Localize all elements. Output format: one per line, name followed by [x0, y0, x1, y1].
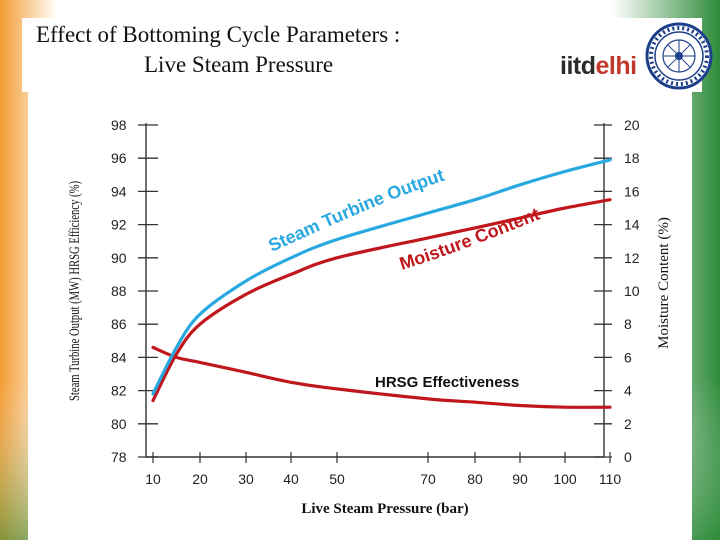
iit-delhi-seal-icon	[645, 22, 713, 90]
series-lines	[151, 158, 612, 409]
y-left-axis-title: Steam Turbine Output (MW) HRSG Efficienc…	[67, 181, 83, 401]
moisture-content-line	[151, 198, 612, 403]
x-tick-label: 70	[420, 471, 436, 487]
brand-wordmark-part2: elhi	[595, 52, 638, 80]
axis-ticks: 78 80 82 84 86 88 90 92 94 96 98 0 2 4 6 8 10 12 14 16 18 20 1…	[111, 117, 640, 487]
y-left-tick-label: 94	[111, 183, 127, 199]
y-left-tick-label: 82	[111, 383, 127, 399]
y-left-tick-label: 80	[111, 416, 127, 432]
x-tick-label: 50	[329, 471, 345, 487]
axis-frame	[145, 123, 605, 458]
x-tick-label: 10	[145, 471, 161, 487]
y-left-tick-label: 92	[111, 217, 127, 233]
chart-labels: Live Steam Pressure (bar) Steam Turbine O…	[67, 165, 672, 517]
x-tick-label: 80	[467, 471, 483, 487]
brand-wordmark-part1: iitd	[560, 52, 596, 80]
y-right-tick-label: 20	[624, 117, 640, 133]
y-left-tick-label: 88	[111, 283, 127, 299]
y-left-tick-label: 96	[111, 150, 127, 166]
y-left-tick-label: 78	[111, 449, 127, 465]
y-left-tick-label: 90	[111, 250, 127, 266]
slide-title-line1: Effect of Bottoming Cycle Parameters :	[36, 22, 401, 47]
steam-turbine-output-label: Steam Turbine Output	[265, 165, 446, 256]
brand-wordmark: iitdelhi	[560, 52, 637, 81]
x-axis-title: Live Steam Pressure (bar)	[301, 501, 468, 517]
y-right-axis-title: Moisture Content (%)	[656, 217, 672, 349]
x-tick-label: 90	[512, 471, 528, 487]
x-tick-label: 40	[283, 471, 299, 487]
x-tick-label: 30	[238, 471, 254, 487]
y-left-tick-label: 98	[111, 117, 127, 133]
x-tick-label: 100	[553, 471, 577, 487]
slide-header: Effect of Bottoming Cycle Parameters : L…	[22, 18, 713, 92]
steam-turbine-output-line	[151, 158, 612, 396]
y-right-tick-label: 6	[624, 349, 632, 365]
y-right-tick-label: 16	[624, 183, 640, 199]
hrsg-effectiveness-label: HRSG Effectiveness	[375, 374, 519, 391]
steam-turbine-output-label-path: Steam Turbine Output	[265, 165, 446, 256]
x-tick-label: 20	[192, 471, 208, 487]
y-right-tick-label: 10	[624, 283, 640, 299]
y-left-tick-label: 84	[111, 349, 127, 365]
slide-title-line2: Live Steam Pressure	[144, 52, 334, 77]
y-right-tick-label: 2	[624, 416, 632, 432]
y-right-tick-label: 4	[624, 383, 632, 399]
y-left-tick-label: 86	[111, 316, 127, 332]
y-right-tick-label: 18	[624, 150, 640, 166]
hrsg-effectiveness-line	[151, 345, 612, 409]
y-right-tick-label: 8	[624, 316, 632, 332]
y-right-tick-label: 14	[624, 217, 640, 233]
y-right-tick-label: 0	[624, 449, 632, 465]
slide-title: Effect of Bottoming Cycle Parameters : L…	[36, 20, 536, 80]
x-tick-label: 110	[599, 471, 622, 487]
y-right-tick-label: 12	[624, 250, 640, 266]
